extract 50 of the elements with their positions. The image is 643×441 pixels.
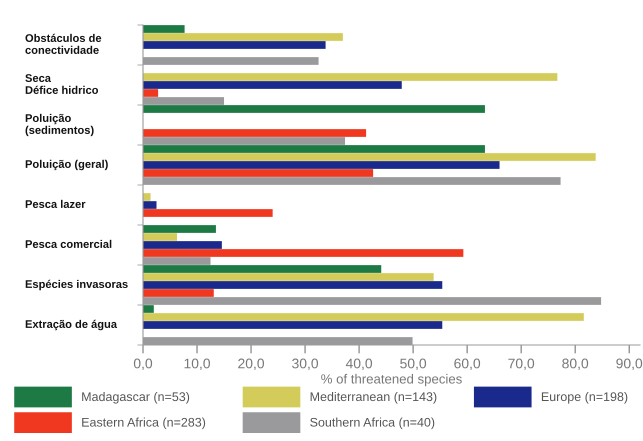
bar: [143, 281, 442, 289]
legend-label: Southern Africa (n=40): [310, 418, 434, 430]
y-tick-label: Extração de água: [26, 320, 118, 330]
bar: [143, 209, 273, 217]
bar: [143, 41, 326, 49]
x-tick-label: 10,0: [184, 358, 210, 370]
legend-label: Madagascar (n=53): [82, 392, 190, 404]
bar: [143, 201, 157, 209]
bar: [143, 145, 485, 153]
bar: [143, 33, 343, 41]
bar: [143, 273, 434, 281]
bar: [143, 169, 374, 177]
bar: [143, 265, 382, 273]
bar: [143, 153, 596, 161]
x-tick-label: 50,0: [400, 358, 426, 370]
y-tick-label: Pesca comercial: [26, 240, 112, 248]
bar: [143, 313, 584, 321]
x-tick-label: 70,0: [508, 358, 534, 370]
bar: [143, 81, 402, 89]
y-tick-label: Poluição (geral): [26, 160, 108, 170]
y-tick-label: Seca Défice hidrico: [25, 74, 98, 94]
bar: [143, 321, 442, 329]
y-tick-label: Espécies invasoras: [26, 280, 128, 290]
x-tick-label: 80,0: [562, 358, 588, 370]
bar: [143, 25, 185, 33]
x-tick-label: 90,0: [616, 358, 642, 370]
x-axis-title: % of threatened species: [321, 374, 462, 386]
x-tick-label: 30,0: [292, 358, 318, 370]
bar: [143, 305, 154, 313]
bar: [143, 89, 158, 97]
x-tick-label: 20,0: [238, 358, 264, 370]
y-tick-label: Obstáculos de conectividade: [25, 34, 102, 54]
x-tick-label: 0,0: [134, 358, 152, 370]
bar: [143, 249, 464, 257]
bar: [143, 73, 558, 81]
x-tick-label: 60,0: [454, 358, 480, 370]
y-tick-label: Pesca lazer: [26, 200, 86, 208]
bar: [143, 161, 500, 169]
bar: [143, 129, 366, 137]
legend-label: Mediterranean (n=143): [310, 392, 436, 404]
y-tick-label: Poluição (sedimentos): [26, 114, 94, 136]
bar: [143, 193, 151, 201]
bar: [143, 105, 485, 113]
bar: [143, 233, 178, 241]
bar: [143, 225, 216, 233]
bar: [143, 241, 222, 249]
bar: [143, 289, 214, 297]
legend-label: Eastern Africa (n=283): [82, 418, 206, 430]
x-tick-label: 40,0: [346, 358, 372, 370]
legend-label: Europe (n=198): [542, 392, 628, 404]
